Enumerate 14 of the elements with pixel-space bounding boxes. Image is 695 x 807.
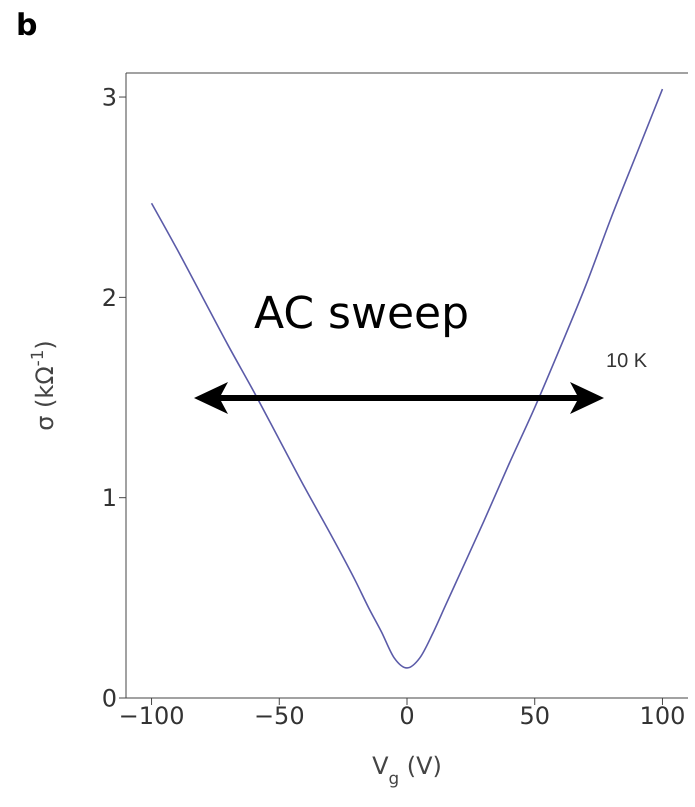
annotation: 10 K xyxy=(606,350,648,373)
x-axis-title: V$_{g}$ (V) xyxy=(372,752,442,788)
annotation: AC sweep xyxy=(254,288,470,339)
y-tick-label: 1 xyxy=(102,484,117,512)
x-tick-label: 0 xyxy=(399,702,415,730)
x-tick-label: 100 xyxy=(640,702,686,730)
x-tick-label: 50 xyxy=(519,702,550,730)
y-tick-label: 3 xyxy=(102,84,117,112)
line-series xyxy=(150,88,664,669)
chart-title: b xyxy=(16,8,38,43)
y-tick-label: 2 xyxy=(102,284,117,312)
x-tick-label: −50 xyxy=(254,702,305,730)
y-tick-label: 0 xyxy=(102,684,117,713)
x-tick-label: −100 xyxy=(118,702,185,730)
